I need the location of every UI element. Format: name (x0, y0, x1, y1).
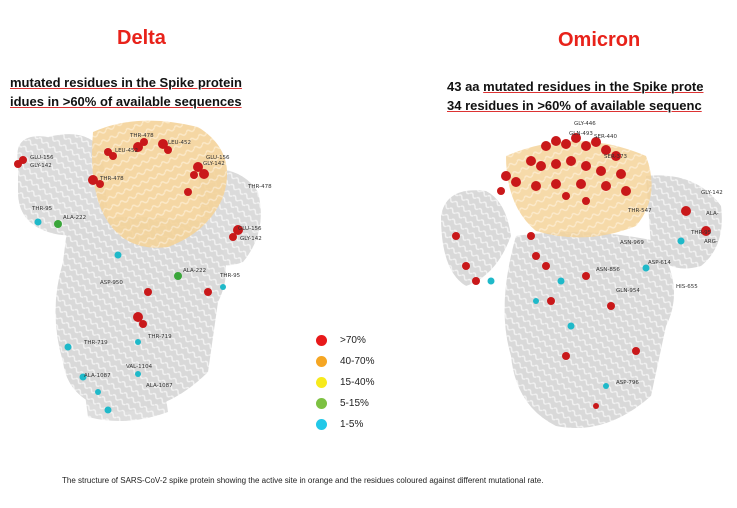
legend-swatch-yellow (316, 377, 327, 388)
delta-label-glu-156-a: GLU-156 (30, 155, 54, 161)
delta-label-asp-950: ASP-950 (100, 280, 123, 286)
omicron-title: Omicron (558, 29, 641, 51)
delta-label-ala-222-a: ALA-222 (63, 215, 86, 221)
delta-label-leu-452-b: LEU-452 (168, 140, 191, 146)
omicron-label-asp-614: ASP-614 (648, 260, 671, 266)
omicron-subheading-line2: 34 residues in >60% of available sequenc (447, 98, 702, 113)
omicron-structure-image: GLY-446 GLN-493 SER-440 SER-373 THR-547 … (441, 121, 723, 428)
legend-swatch-orange (316, 356, 327, 367)
omicron-label-asp-796: ASP-796 (616, 380, 639, 386)
delta-label-gly-142-a: GLY-142 (30, 163, 52, 169)
figure-caption: The structure of SARS-CoV-2 spike protei… (62, 476, 544, 485)
omicron-label-gln-954: GLN-954 (616, 288, 640, 294)
omicron-spike-body (441, 190, 511, 286)
omicron-subheading-line1: 43 aa mutated residues in the Spike prot… (447, 77, 730, 96)
legend-item-5-15: 5-15% (316, 393, 374, 414)
omicron-label-gly-142: GLY-142 (701, 190, 723, 196)
delta-label-glu-156-b: GLU-156 (206, 155, 230, 161)
delta-label-thr-478-a: THR-478 (129, 133, 154, 139)
delta-subheading: mutated residues in the Spike protein id… (10, 73, 272, 111)
legend-label: 5-15% (340, 398, 369, 409)
delta-structure-image: THR-478 LEU-452 GLU-156 GLY-142 GLU-156 … (14, 120, 272, 421)
omicron-label-his-655: HIS-655 (676, 284, 698, 290)
delta-label-val-1104: VAL-1104 (126, 364, 153, 370)
delta-label-thr-478-c: THR-478 (99, 176, 124, 182)
delta-label-thr-719-a: THR-719 (83, 340, 108, 346)
omicron-count-text: 43 aa (447, 79, 484, 94)
legend-label: >70% (340, 335, 366, 346)
legend-item-40-70: 40-70% (316, 351, 374, 372)
legend-item-15-40: 15-40% (316, 372, 374, 393)
omicron-label-ala: ALA- (706, 211, 719, 217)
delta-title: Delta (117, 27, 166, 49)
delta-subheading-line1: mutated residues in the Spike protein (10, 75, 242, 90)
legend-item-above-70: >70% (316, 330, 374, 351)
legend-label: 15-40% (340, 377, 375, 388)
delta-label-gly-142-b: GLY-142 (203, 161, 225, 167)
legend-label: 40-70% (340, 356, 375, 367)
delta-label-ala-1087-b: ALA-1087 (146, 383, 173, 389)
legend-swatch-red (316, 335, 327, 346)
legend-swatch-green (316, 398, 327, 409)
legend-item-1-5: 1-5% (316, 414, 374, 435)
delta-label-thr-478-b: THR-478 (247, 184, 272, 190)
omicron-cyan-residues (487, 237, 685, 389)
delta-active-site (92, 120, 228, 248)
delta-label-ala-222-b: ALA-222 (183, 268, 206, 274)
omicron-label-ser-440: SER-440 (594, 134, 618, 140)
legend-swatch-cyan (316, 419, 327, 430)
omicron-label-asn-969: ASN-969 (620, 240, 644, 246)
omicron-label-asn-856: ASN-856 (596, 267, 620, 273)
delta-label-thr-719-b: THR-719 (147, 334, 172, 340)
omicron-subheading: 43 aa mutated residues in the Spike prot… (447, 77, 730, 115)
omicron-label-gly-446: GLY-446 (574, 121, 596, 127)
omicron-label-arg: ARG- (704, 239, 718, 245)
delta-label-gly-142-c: GLY-142 (240, 236, 262, 242)
omicron-label-gln-493: GLN-493 (569, 131, 593, 137)
mutation-rate-legend: >70% 40-70% 15-40% 5-15% 1-5% (316, 330, 374, 435)
omicron-label-ser-373: SER-373 (604, 154, 628, 160)
delta-label-leu-452-a: LEU-452 (115, 148, 138, 154)
omicron-label-thr-547: THR-547 (627, 208, 652, 214)
delta-label-ala-1087-a: ALA-1087 (84, 373, 111, 379)
delta-label-thr-95-b: THR-95 (219, 273, 241, 279)
delta-subheading-line2: idues in >60% of available sequences (10, 94, 242, 109)
omicron-label-thr-95: THR-95 (690, 230, 712, 236)
delta-red-residues (14, 138, 243, 328)
delta-spike-body (17, 134, 108, 236)
legend-label: 1-5% (340, 419, 364, 430)
omicron-red-residues (452, 133, 711, 409)
delta-cyan-residues (34, 218, 226, 414)
delta-green-residues (54, 220, 182, 280)
delta-label-thr-95-a: THR-95 (31, 206, 53, 212)
omicron-line1-rest: mutated residues in the Spike prote (483, 79, 704, 94)
delta-label-glu-156-c: GLU-156 (238, 226, 262, 232)
